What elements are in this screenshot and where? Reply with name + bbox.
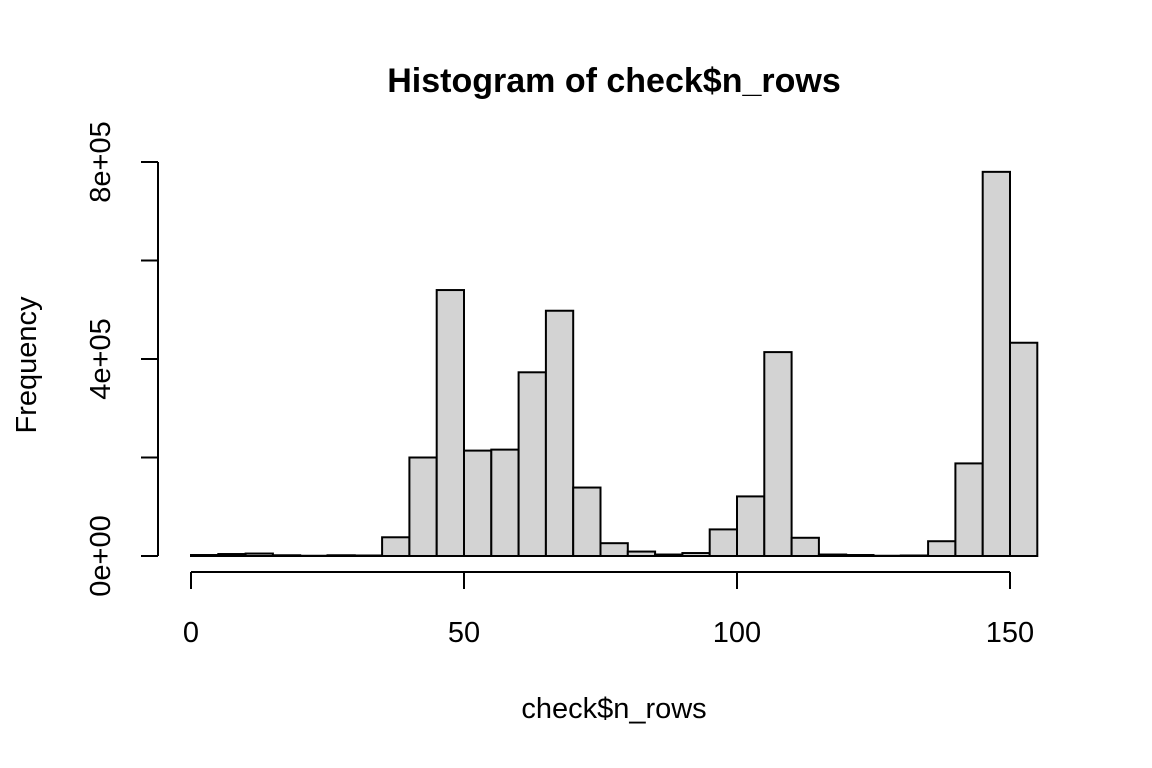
histogram-bar (326, 554, 356, 557)
histogram-bar (981, 170, 1012, 557)
histogram-bar (736, 495, 766, 557)
histogram-bar (517, 371, 547, 557)
x-axis-title: check$n_rows (521, 693, 706, 725)
histogram-bar (1009, 341, 1039, 557)
y-tick-label: 0e+00 (85, 515, 117, 596)
histogram-bar (626, 550, 657, 558)
histogram-bar (681, 552, 711, 557)
histogram-bar (790, 536, 820, 558)
histogram-bar (190, 554, 220, 558)
x-tick-label: 50 (448, 617, 480, 649)
histogram-bar (490, 448, 520, 557)
histogram-bar (381, 536, 411, 557)
chart-title: Histogram of check$n_rows (387, 62, 840, 100)
y-axis-title: Frequency (11, 296, 43, 434)
y-axis: 0e+00 4e+05 8e+05 (85, 121, 159, 597)
x-tick-label: 150 (986, 617, 1034, 649)
histogram-bar (572, 486, 602, 558)
histogram-bar (708, 528, 739, 558)
histogram-bar (408, 456, 438, 557)
histogram-bar (435, 289, 466, 557)
histogram-bar (544, 309, 575, 557)
histogram-bar (244, 552, 274, 557)
histogram-bars (190, 170, 1039, 558)
histogram-bar (599, 542, 629, 558)
histogram-bar (654, 553, 684, 558)
histogram-bar (845, 554, 875, 558)
x-tick-label: 0 (183, 617, 199, 649)
histogram-bar (817, 553, 848, 558)
histogram-bar (217, 553, 247, 558)
x-axis: 0 50 100 150 (183, 571, 1034, 649)
histogram-bar (927, 540, 957, 557)
histogram-bar (763, 351, 793, 558)
histogram-bar (463, 449, 493, 558)
histogram-bar (954, 462, 984, 557)
x-tick-label: 100 (713, 617, 761, 649)
y-tick-label: 4e+05 (85, 318, 117, 399)
y-tick-label: 8e+05 (85, 121, 117, 202)
histogram-bar (271, 554, 302, 557)
